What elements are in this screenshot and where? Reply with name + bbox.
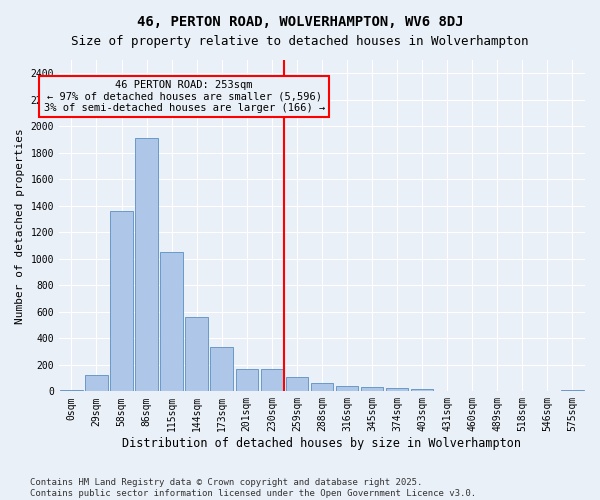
Bar: [386, 388, 409, 392]
Bar: [136, 138, 158, 392]
Text: 46 PERTON ROAD: 253sqm
← 97% of detached houses are smaller (5,596)
3% of semi-d: 46 PERTON ROAD: 253sqm ← 97% of detached…: [44, 80, 325, 113]
Bar: [211, 347, 233, 392]
X-axis label: Distribution of detached houses by size in Wolverhampton: Distribution of detached houses by size …: [122, 437, 521, 450]
Y-axis label: Number of detached properties: Number of detached properties: [15, 128, 25, 324]
Bar: [160, 252, 183, 392]
Bar: [85, 375, 108, 392]
Bar: [110, 211, 133, 392]
Text: Contains HM Land Registry data © Crown copyright and database right 2025.
Contai: Contains HM Land Registry data © Crown c…: [30, 478, 476, 498]
Bar: [561, 390, 584, 392]
Bar: [361, 388, 383, 392]
Text: 46, PERTON ROAD, WOLVERHAMPTON, WV6 8DJ: 46, PERTON ROAD, WOLVERHAMPTON, WV6 8DJ: [137, 15, 463, 29]
Bar: [436, 390, 458, 392]
Bar: [260, 369, 283, 392]
Bar: [411, 390, 433, 392]
Bar: [286, 377, 308, 392]
Bar: [185, 317, 208, 392]
Bar: [60, 390, 83, 392]
Bar: [536, 390, 559, 392]
Bar: [486, 390, 509, 392]
Bar: [511, 390, 533, 392]
Bar: [311, 383, 333, 392]
Bar: [336, 386, 358, 392]
Bar: [461, 390, 484, 392]
Bar: [236, 369, 258, 392]
Text: Size of property relative to detached houses in Wolverhampton: Size of property relative to detached ho…: [71, 35, 529, 48]
